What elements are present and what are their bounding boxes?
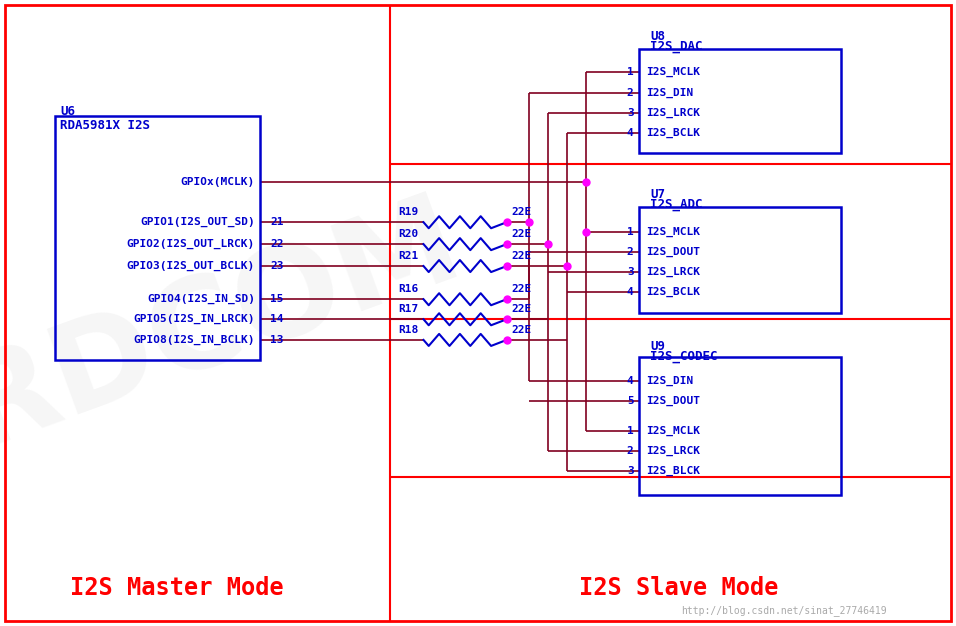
Text: R21: R21 (399, 251, 419, 261)
Text: 3: 3 (627, 466, 634, 476)
Text: 15: 15 (270, 294, 284, 304)
Text: 4: 4 (627, 287, 634, 297)
Text: I2S_LRCK: I2S_LRCK (646, 267, 701, 277)
Text: U6: U6 (60, 105, 76, 118)
Text: I2S_ADC: I2S_ADC (650, 198, 703, 211)
Text: I2S_BLCK: I2S_BLCK (646, 466, 701, 476)
Text: U8: U8 (650, 30, 665, 43)
Text: 22E: 22E (511, 229, 532, 239)
Text: U7: U7 (650, 188, 665, 200)
Text: http://blog.csdn.net/sinat_27746419: http://blog.csdn.net/sinat_27746419 (681, 605, 887, 616)
Text: 3: 3 (627, 267, 634, 277)
Text: 5: 5 (627, 396, 634, 406)
Text: RDCOM: RDCOM (0, 179, 476, 472)
Text: 13: 13 (270, 335, 284, 345)
Text: I2S Slave Mode: I2S Slave Mode (579, 577, 778, 600)
Text: I2S_LRCK: I2S_LRCK (646, 446, 701, 456)
Text: 22: 22 (270, 239, 284, 249)
Text: I2S_DOUT: I2S_DOUT (646, 396, 701, 406)
Text: I2S_BCLK: I2S_BCLK (646, 287, 701, 297)
Text: GPIOx(MCLK): GPIOx(MCLK) (181, 177, 255, 187)
Text: 2: 2 (627, 446, 634, 456)
Text: GPIO8(I2S_IN_BCLK): GPIO8(I2S_IN_BCLK) (134, 335, 255, 345)
Text: I2S_MCLK: I2S_MCLK (646, 227, 701, 237)
Text: U9: U9 (650, 340, 665, 352)
Text: GPIO3(I2S_OUT_BCLK): GPIO3(I2S_OUT_BCLK) (127, 261, 255, 271)
Text: 23: 23 (270, 261, 284, 271)
Text: 22E: 22E (511, 284, 532, 294)
Text: GPIO2(I2S_OUT_LRCK): GPIO2(I2S_OUT_LRCK) (127, 239, 255, 249)
Text: R16: R16 (399, 284, 419, 294)
Text: I2S_DIN: I2S_DIN (646, 88, 694, 98)
Text: I2S_MCLK: I2S_MCLK (646, 67, 701, 77)
Text: R19: R19 (399, 207, 419, 217)
Text: R18: R18 (399, 325, 419, 335)
Text: 1: 1 (627, 67, 634, 77)
Text: 22E: 22E (511, 207, 532, 217)
Text: I2S_CODEC: I2S_CODEC (650, 351, 718, 363)
Text: GPIO4(I2S_IN_SD): GPIO4(I2S_IN_SD) (147, 294, 255, 304)
Text: I2S_BCLK: I2S_BCLK (646, 128, 701, 138)
Text: 2: 2 (627, 88, 634, 98)
Text: 4: 4 (627, 128, 634, 138)
Text: GPIO5(I2S_IN_LRCK): GPIO5(I2S_IN_LRCK) (134, 314, 255, 324)
Text: I2S Master Mode: I2S Master Mode (70, 577, 284, 600)
Text: I2S_LRCK: I2S_LRCK (646, 108, 701, 118)
Text: GPIO1(I2S_OUT_SD): GPIO1(I2S_OUT_SD) (141, 217, 255, 227)
Text: 1: 1 (627, 227, 634, 237)
Text: 3: 3 (627, 108, 634, 118)
Text: I2S_DIN: I2S_DIN (646, 376, 694, 386)
Text: I2S_DOUT: I2S_DOUT (646, 247, 701, 257)
Text: RDA5981X I2S: RDA5981X I2S (60, 119, 150, 131)
Text: 22E: 22E (511, 251, 532, 261)
Text: 1: 1 (627, 426, 634, 436)
Text: 21: 21 (270, 217, 284, 227)
Text: 22E: 22E (511, 325, 532, 335)
Text: 22E: 22E (511, 304, 532, 314)
Text: 14: 14 (270, 314, 284, 324)
Text: I2S_DAC: I2S_DAC (650, 41, 703, 53)
Text: 4: 4 (627, 376, 634, 386)
Text: R20: R20 (399, 229, 419, 239)
Text: 2: 2 (627, 247, 634, 257)
Text: I2S_MCLK: I2S_MCLK (646, 426, 701, 436)
Text: R17: R17 (399, 304, 419, 314)
